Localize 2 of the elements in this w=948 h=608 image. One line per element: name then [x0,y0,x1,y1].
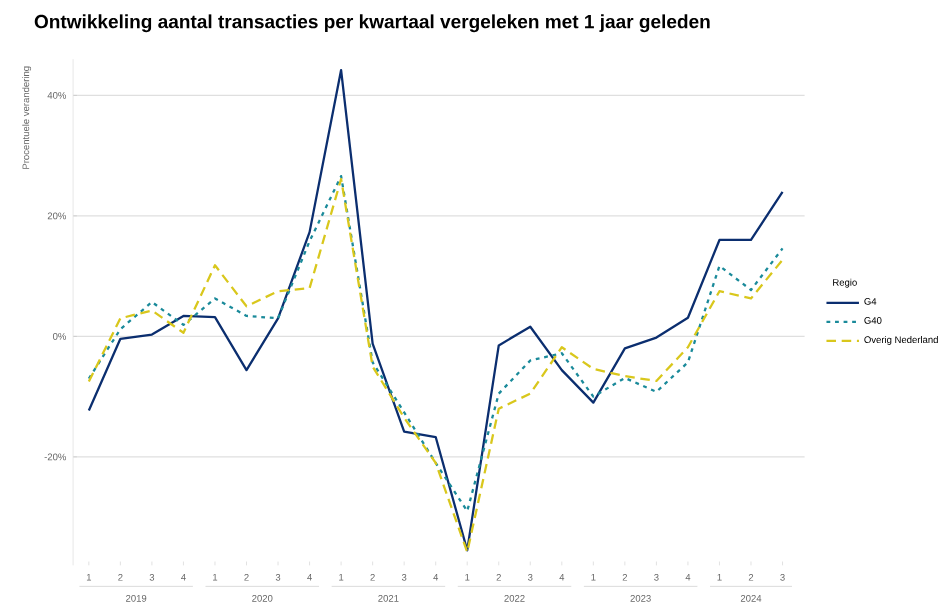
line-series [87,68,784,552]
chart-title: Ontwikkeling aantal transacties per kwartaal vergeleken met 1 jaar geleden [34,14,710,33]
